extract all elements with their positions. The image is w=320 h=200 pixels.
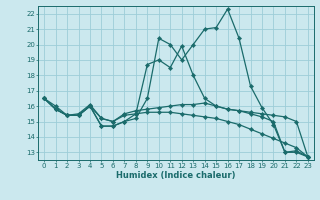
X-axis label: Humidex (Indice chaleur): Humidex (Indice chaleur): [116, 171, 236, 180]
